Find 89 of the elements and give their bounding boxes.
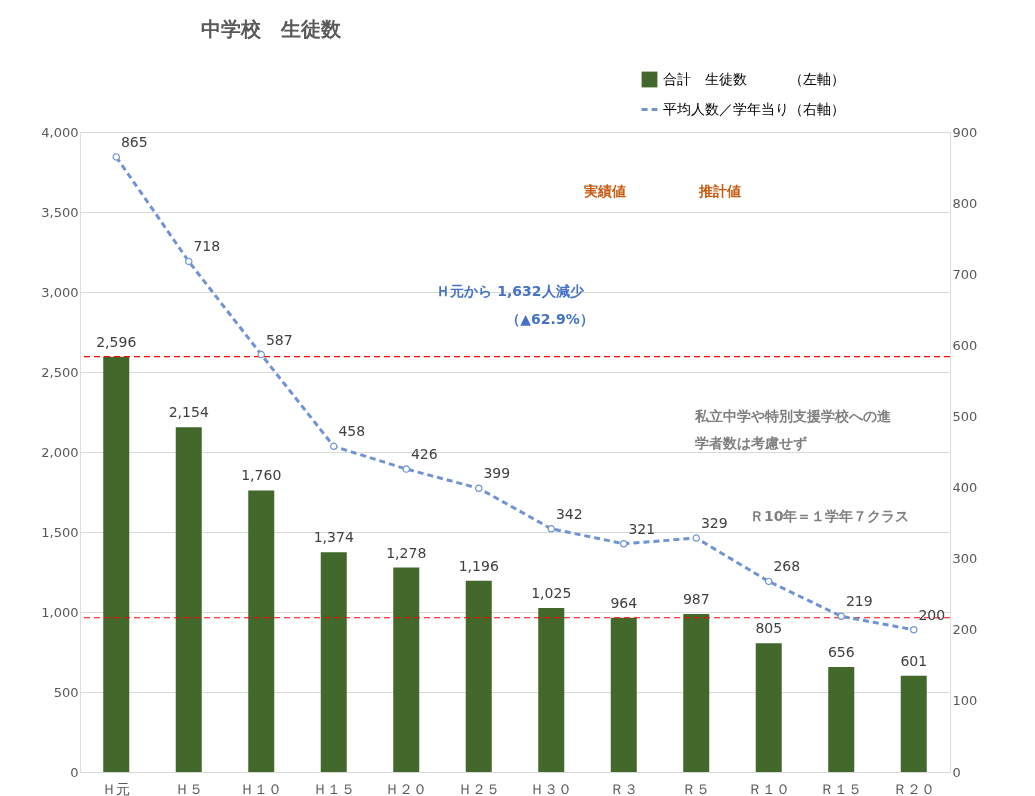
data-label: 718	[193, 238, 221, 255]
bar	[175, 427, 202, 772]
y-tick-label: 500	[53, 684, 79, 700]
bar	[320, 552, 347, 772]
bar	[538, 608, 565, 772]
bar	[610, 617, 637, 772]
annotation: Ｒ10年＝１学年７クラス	[750, 508, 910, 524]
x-tick-label: Ｒ１０	[747, 780, 790, 796]
point	[184, 257, 193, 266]
bar	[393, 567, 420, 772]
bar	[683, 614, 710, 772]
bar	[465, 580, 492, 772]
data-label: 1,025	[531, 585, 572, 601]
y2-tick-label: 600	[952, 337, 978, 353]
x-tick-label: Ｈ２０	[385, 780, 428, 796]
point	[257, 350, 266, 359]
data-label: 426	[410, 446, 438, 463]
data-label: 1,196	[458, 557, 499, 574]
y2-tick-label: 700	[952, 266, 978, 282]
x-tick-label: Ｈ２５	[457, 780, 500, 796]
x-tick-label: Ｒ３	[609, 780, 638, 796]
data-label: 219	[845, 593, 873, 610]
annotation: 学者数は考慮せず	[695, 435, 807, 452]
data-label: 656	[827, 644, 855, 661]
data-label: 458	[338, 423, 366, 440]
point	[329, 442, 338, 451]
point	[692, 534, 701, 542]
data-label: 200	[918, 606, 946, 623]
x-tick-label: Ｈ１０	[240, 780, 283, 796]
bar	[248, 490, 275, 772]
data-label: 1,760	[241, 467, 282, 484]
x-tick-label: Ｒ２０	[892, 780, 935, 796]
annotation: 推計値	[698, 183, 741, 199]
y2-tick-label: 400	[952, 480, 978, 496]
annotation: （▲62.9%）	[506, 311, 594, 327]
y2-tick-label: 800	[952, 195, 978, 211]
bar	[103, 356, 130, 772]
data-label: 1,374	[313, 529, 354, 546]
legend-label: 合計 生徒数 （左軸）	[663, 70, 845, 87]
bar	[828, 667, 855, 772]
point	[402, 465, 411, 473]
legend-label: 平均人数／学年当り（右軸）	[663, 100, 845, 117]
data-label: 321	[628, 520, 656, 537]
y-tick-label: 2,500	[41, 364, 79, 380]
point	[837, 612, 846, 621]
y-tick-label: 3,500	[41, 204, 79, 220]
y-tick-label: 0	[70, 764, 79, 780]
data-label: 587	[265, 331, 293, 348]
y-tick-label: 2,000	[41, 444, 79, 460]
point	[112, 153, 121, 161]
x-tick-label: Ｈ１５	[312, 780, 355, 796]
y-tick-label: 3,000	[41, 284, 79, 300]
y2-tick-label: 300	[952, 551, 978, 567]
data-label: 268	[773, 558, 801, 575]
data-label: 964	[610, 594, 638, 611]
y2-tick-label: 100	[952, 693, 978, 709]
y-tick-label: 4,000	[41, 124, 79, 140]
y-tick-label: 1,500	[41, 524, 79, 540]
point	[764, 577, 773, 586]
data-label: 342	[555, 505, 583, 522]
point	[474, 484, 483, 493]
annotation: Ｈ元から 1,632人減少	[436, 283, 585, 299]
x-tick-label: Ｈ元	[102, 780, 131, 796]
data-label: 865	[120, 133, 148, 150]
annotation: 私立中学や特別支援学校への進	[694, 408, 892, 424]
y2-tick-label: 500	[952, 408, 978, 424]
data-label: 399	[483, 465, 511, 482]
data-label: 601	[900, 652, 928, 669]
x-tick-label: Ｒ５	[682, 780, 711, 796]
data-label: 2,596	[96, 333, 137, 350]
bar	[755, 643, 782, 772]
x-tick-label: Ｈ５	[174, 780, 203, 796]
bar	[900, 675, 927, 772]
x-tick-label: Ｈ３０	[530, 780, 573, 796]
y2-tick-label: 900	[952, 124, 978, 140]
y2-tick-label: 200	[952, 622, 978, 638]
data-label: 987	[682, 591, 710, 608]
data-label: 2,154	[168, 404, 209, 421]
annotation: 実績値	[584, 183, 626, 199]
y2-tick-label: 0	[952, 764, 961, 780]
y-tick-label: 1,000	[41, 604, 79, 620]
x-tick-label: Ｒ１５	[820, 780, 863, 796]
data-label: 805	[755, 620, 783, 637]
data-label: 1,278	[386, 544, 427, 561]
chart-title: 中学校 生徒数	[200, 17, 342, 41]
point	[619, 539, 628, 548]
point	[909, 626, 918, 634]
point	[547, 525, 556, 533]
data-label: 329	[700, 515, 728, 532]
